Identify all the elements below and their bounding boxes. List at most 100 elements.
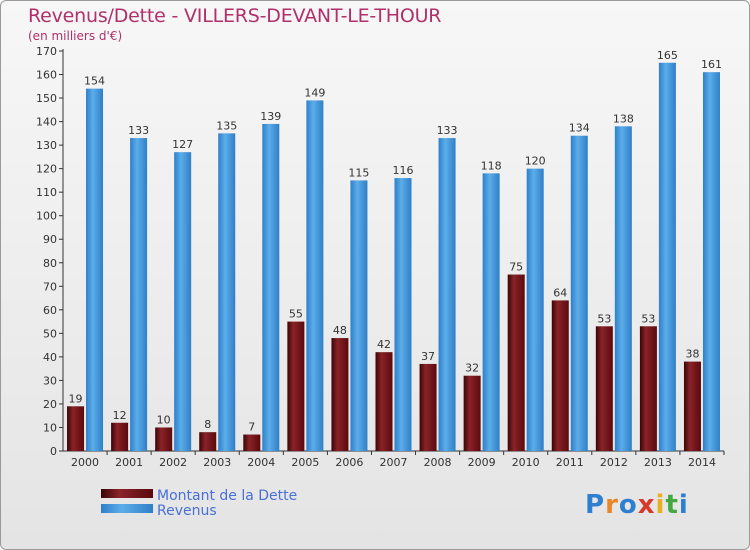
bar-revenus <box>262 123 280 452</box>
data-label-revenus: 154 <box>84 75 105 88</box>
x-tick-label: 2002 <box>159 456 187 469</box>
bar-revenus <box>350 180 368 452</box>
chart-bars: 19 154 12 133 10 127 8 135 7 139 55 149 48 115 42 116 37… <box>67 49 722 452</box>
data-label-dette: 8 <box>204 418 211 431</box>
y-tick-label: 140 <box>36 116 57 129</box>
y-tick-label: 20 <box>43 398 57 411</box>
bar-dette <box>595 326 613 451</box>
bar-dette <box>507 274 525 451</box>
bar-dette <box>683 361 701 451</box>
bar-revenus <box>174 152 192 452</box>
bar-dette <box>111 422 129 451</box>
x-tick-label: 2001 <box>115 456 143 469</box>
data-label-revenus: 120 <box>525 155 546 168</box>
y-tick-label: 100 <box>36 210 57 223</box>
data-label-dette: 38 <box>685 348 699 361</box>
data-label-dette: 7 <box>248 421 255 434</box>
bar-revenus <box>702 72 720 452</box>
data-label-dette: 48 <box>333 324 347 337</box>
x-tick-label: 2011 <box>556 456 584 469</box>
bar-dette <box>243 434 261 451</box>
x-tick-label: 2008 <box>424 456 452 469</box>
data-label-revenus: 133 <box>437 124 458 137</box>
chart-subtitle: (en milliers d'€) <box>28 29 123 43</box>
bar-revenus <box>614 126 632 451</box>
y-tick-label: 10 <box>43 421 57 434</box>
x-tick-label: 2005 <box>291 456 319 469</box>
x-tick-label: 2000 <box>71 456 99 469</box>
bar-revenus <box>570 135 588 452</box>
data-label-revenus: 138 <box>613 112 634 125</box>
y-tick-label: 150 <box>36 92 57 105</box>
bar-dette <box>331 338 349 451</box>
chart-axes: 0 10 20 30 40 50 60 70 80 90 100 110 120 130 140 150 160… <box>36 45 725 469</box>
data-label-dette: 19 <box>69 392 83 405</box>
data-label-dette: 12 <box>113 409 127 422</box>
y-tick-label: 50 <box>43 327 57 340</box>
data-label-revenus: 165 <box>657 49 678 62</box>
x-tick-label: 2012 <box>600 456 628 469</box>
data-label-dette: 37 <box>421 350 435 363</box>
bar-dette <box>639 326 657 451</box>
data-label-revenus: 127 <box>172 138 193 151</box>
data-label-revenus: 115 <box>348 166 369 179</box>
y-tick-label: 40 <box>43 351 57 364</box>
legend-swatch <box>101 504 153 513</box>
bar-dette <box>419 363 437 451</box>
y-tick-label: 60 <box>43 304 57 317</box>
x-tick-label: 2003 <box>203 456 231 469</box>
bar-dette <box>287 321 305 451</box>
legend-swatch <box>101 489 153 498</box>
chart-title: Revenus/Dette - VILLERS-DEVANT-LE-THOUR <box>28 5 442 27</box>
data-label-revenus: 161 <box>701 58 722 71</box>
data-label-dette: 53 <box>641 312 655 325</box>
proxiti-logo: Proxiti <box>585 490 689 520</box>
bar-revenus <box>482 173 500 451</box>
data-label-revenus: 149 <box>304 86 325 99</box>
bar-dette <box>463 375 481 451</box>
y-tick-label: 130 <box>36 139 57 152</box>
x-tick-label: 2006 <box>335 456 363 469</box>
x-tick-label: 2007 <box>380 456 408 469</box>
bar-revenus <box>218 133 236 451</box>
data-label-revenus: 139 <box>260 110 281 123</box>
bar-revenus <box>438 138 456 451</box>
legend-label: Montant de la Dette <box>157 488 297 504</box>
data-label-revenus: 134 <box>569 122 590 135</box>
data-label-revenus: 133 <box>128 124 149 137</box>
data-label-dette: 55 <box>289 308 303 321</box>
data-label-dette: 10 <box>157 413 171 426</box>
data-label-revenus: 116 <box>393 164 414 177</box>
x-tick-label: 2013 <box>644 456 672 469</box>
data-label-revenus: 135 <box>216 119 237 132</box>
data-label-dette: 64 <box>553 286 567 299</box>
bar-dette <box>199 432 217 451</box>
y-tick-label: 80 <box>43 257 57 270</box>
bar-revenus <box>658 62 676 451</box>
bar-dette <box>375 352 393 451</box>
data-label-dette: 32 <box>465 362 479 375</box>
data-label-dette: 75 <box>509 261 523 274</box>
y-tick-label: 170 <box>36 45 57 58</box>
x-tick-label: 2009 <box>468 456 496 469</box>
y-tick-label: 120 <box>36 163 57 176</box>
bar-dette <box>551 300 569 451</box>
x-tick-label: 2004 <box>247 456 275 469</box>
x-tick-label: 2014 <box>688 456 716 469</box>
bar-revenus <box>130 138 148 451</box>
bar-revenus <box>86 88 104 451</box>
bar-revenus <box>394 178 412 451</box>
legend-label: Revenus <box>157 503 217 519</box>
y-tick-label: 70 <box>43 280 57 293</box>
bar-dette <box>155 427 173 451</box>
y-tick-label: 110 <box>36 186 57 199</box>
bar-revenus <box>306 100 324 451</box>
data-label-revenus: 118 <box>481 159 502 172</box>
y-tick-label: 160 <box>36 69 57 82</box>
data-label-dette: 53 <box>597 312 611 325</box>
bar-revenus <box>526 168 544 451</box>
y-tick-label: 30 <box>43 374 57 387</box>
